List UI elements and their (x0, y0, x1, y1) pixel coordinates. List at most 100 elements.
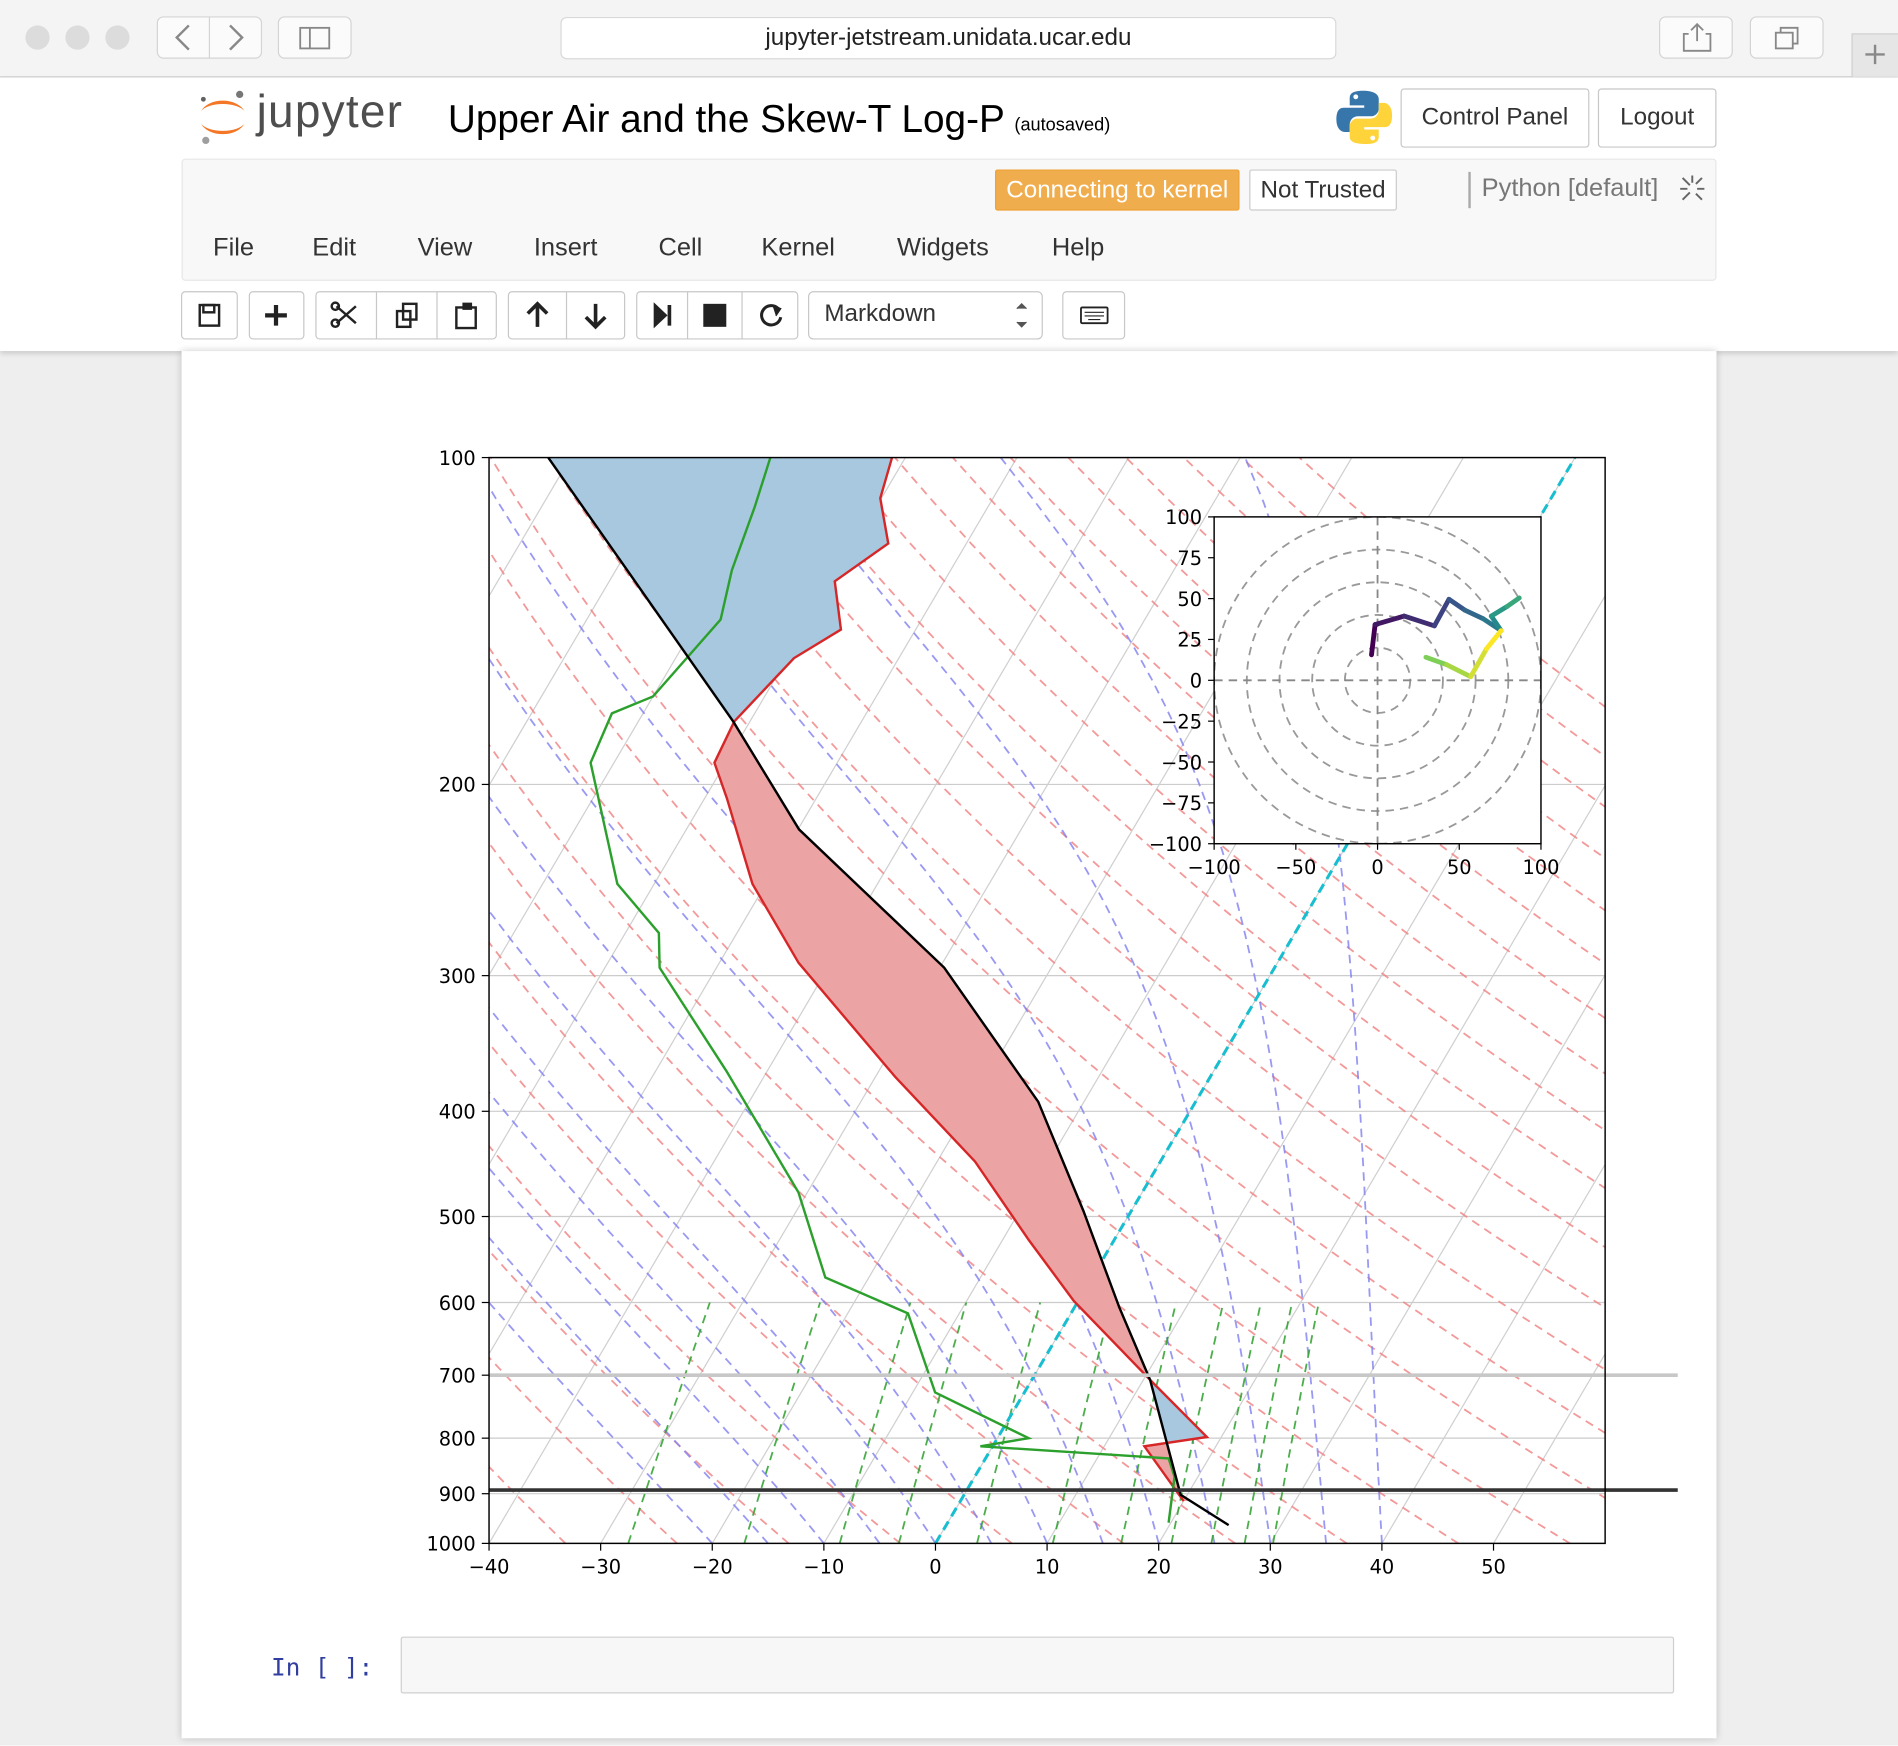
y-tick-label: 900 (439, 1483, 476, 1506)
moist-adiabat (489, 1236, 769, 1544)
separator (1468, 171, 1471, 209)
mixing-ratio-line (976, 1302, 1042, 1544)
hodograph-segment (1372, 613, 1407, 627)
code-cell-input[interactable] (400, 1636, 1675, 1694)
y-tick-label: 75 (1177, 547, 1202, 570)
dry-adiabat (0, 458, 454, 1544)
x-tick-label: −50 (1275, 856, 1316, 879)
menu-item[interactable]: Insert (533, 233, 598, 262)
logout-button[interactable]: Logout (1597, 88, 1717, 148)
isotherm (489, 457, 1130, 1544)
mixing-ratio-line (1243, 1302, 1293, 1544)
trust-indicator[interactable]: Not Trusted (1249, 169, 1397, 211)
browser-bar: jupyter-jetstream.unidata.ucar.edu (0, 0, 1898, 78)
x-tick-label: 30 (1258, 1556, 1283, 1579)
hodograph-segment (1369, 622, 1378, 658)
dry-adiabat (489, 841, 1236, 1544)
y-tick-label: −50 (1161, 751, 1202, 774)
profile-line (547, 457, 1230, 1527)
hodograph-segment (1488, 613, 1504, 634)
menu-item[interactable]: View (417, 233, 473, 262)
hodograph-segment (1423, 654, 1449, 668)
y-tick-label: 300 (439, 965, 476, 988)
x-tick-label: 40 (1370, 1556, 1395, 1579)
control-panel-button[interactable]: Control Panel (1400, 88, 1590, 148)
url-bar[interactable]: jupyter-jetstream.unidata.ucar.edu (560, 16, 1337, 60)
x-tick-label: −30 (580, 1556, 621, 1579)
cape-fill (1144, 1444, 1191, 1502)
y-tick-label: 100 (1165, 506, 1202, 529)
dry-adiabat (663, 457, 1606, 1309)
dry-adiabat (489, 1356, 678, 1544)
python-logo (1336, 90, 1393, 145)
cell-type-select[interactable]: Markdown (824, 300, 937, 327)
menu-item[interactable]: Widgets (896, 233, 989, 262)
menubar (181, 158, 1717, 281)
y-tick-label: 600 (439, 1292, 476, 1315)
browser-icons (25, 16, 1898, 78)
y-tick-label: 700 (439, 1364, 476, 1387)
moist-adiabat (489, 1301, 713, 1544)
dry-adiabat (489, 1041, 1013, 1544)
hodograph-segment (1484, 628, 1504, 652)
isotherm (0, 458, 124, 1544)
hodograph-segment (1468, 646, 1489, 680)
kernel-indicator: Connecting to kernel (995, 169, 1240, 211)
notebook-title[interactable]: Upper Air and the Skew-T Log-P (447, 96, 1005, 141)
moist-adiabat (1000, 457, 1328, 1544)
y-tick-label: 500 (439, 1206, 476, 1229)
toolbar (180, 291, 1126, 340)
y-tick-label: 0 (1190, 670, 1202, 693)
x-tick-label: 0 (929, 1556, 941, 1579)
menu-item[interactable]: Help (1051, 233, 1105, 262)
y-tick-label: 100 (439, 447, 476, 470)
isotherm (1604, 1542, 1606, 1544)
autosave-status: (autosaved) (1014, 114, 1111, 136)
y-tick-label: 400 (439, 1101, 476, 1124)
y-tick-label: 200 (439, 774, 476, 797)
moist-adiabat (489, 1006, 937, 1544)
moist-adiabat (1244, 457, 1383, 1544)
cape-fill (548, 457, 893, 723)
isotherm (489, 457, 572, 598)
dry-adiabat (489, 743, 1348, 1544)
mixing-ratio-line (1272, 1302, 1320, 1544)
isotherm (0, 458, 459, 1544)
isotherm (1158, 784, 1606, 1544)
dry-adiabat (894, 457, 1606, 1075)
profile-line (589, 457, 1176, 1523)
menu-item[interactable]: Edit (312, 233, 357, 262)
x-tick-label: 0 (1371, 856, 1383, 879)
isotherm (1381, 1163, 1606, 1544)
menu-item[interactable]: Kernel (761, 233, 835, 262)
jupyter-logo-icon (200, 90, 245, 145)
hodograph-segment (1488, 604, 1510, 619)
x-tick-label: 50 (1447, 856, 1472, 879)
y-tick-label: −100 (1149, 833, 1202, 856)
x-tick-label: −20 (692, 1556, 733, 1579)
cape-fill (714, 722, 1151, 1380)
dry-adiabat (489, 1465, 567, 1544)
menu-item[interactable]: File (213, 233, 255, 262)
jupyter-logo-text[interactable]: jupyter (256, 87, 404, 138)
y-tick-label: −25 (1161, 710, 1202, 733)
hodograph-segment (1444, 662, 1474, 680)
menu-item[interactable]: Cell (658, 233, 703, 262)
isotherm (0, 458, 13, 1544)
isotherm (1269, 973, 1606, 1544)
moist-adiabat (489, 909, 993, 1544)
moist-adiabat (601, 457, 1216, 1544)
mixing-ratio-line (627, 1302, 711, 1544)
kernel-busy-icon (1680, 175, 1705, 201)
x-tick-label: 100 (1522, 856, 1559, 879)
y-tick-label: −75 (1161, 792, 1202, 815)
skewt-plot (0, 457, 1606, 1544)
isotherm (489, 457, 1018, 1356)
dry-adiabat (489, 549, 1571, 1544)
dry-adiabat (1009, 457, 1606, 965)
y-tick-label: 25 (1177, 629, 1202, 652)
hodograph-segment (1431, 596, 1452, 629)
x-tick-label: −40 (469, 1556, 510, 1579)
